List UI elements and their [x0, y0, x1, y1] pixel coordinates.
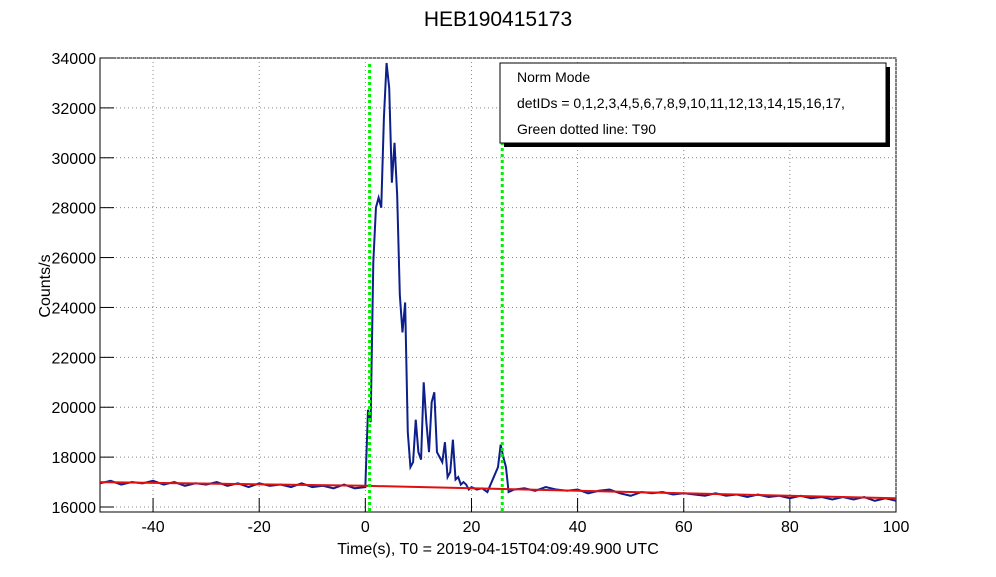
x-tick-label: -20: [248, 519, 271, 536]
y-axis-label: Counts/s: [37, 254, 54, 317]
y-tick-label: 16000: [52, 500, 97, 517]
x-tick-label: 20: [463, 519, 481, 536]
background-fit: [99, 481, 897, 500]
legend-text: Norm Mode: [517, 69, 590, 85]
legend-box: [499, 62, 887, 144]
y-tick-label: 20000: [52, 400, 97, 417]
legend: Norm Mode detIDs = 0,1,2,3,4,5,6,7,8,9,10…: [499, 62, 890, 147]
y-tick-label: 28000: [52, 201, 97, 218]
x-axis-label: Time(s), T0 = 2019-04-15T04:09:49.900 UT…: [337, 541, 659, 558]
x-tick-label: 100: [883, 519, 910, 536]
x-tick-label: 80: [781, 519, 799, 536]
legend-text: Green dotted line: T90: [517, 121, 656, 137]
y-tick-label: 24000: [52, 300, 97, 317]
y-tick-label: 34000: [52, 51, 97, 68]
x-tick-label: 60: [675, 519, 693, 536]
x-tick-label: 40: [569, 519, 587, 536]
y-tick-label: 22000: [52, 350, 97, 367]
plot-frame: [99, 57, 897, 513]
x-tick-label: 0: [361, 519, 370, 536]
y-tick-label: 32000: [52, 101, 97, 118]
x-tick-label: -40: [142, 519, 165, 536]
y-tick-label: 26000: [52, 251, 97, 268]
y-tick-label: 18000: [52, 450, 97, 467]
y-tick-label: 30000: [52, 151, 97, 168]
chart-title: HEB190415173: [424, 8, 572, 31]
legend-text: detIDs = 0,1,2,3,4,5,6,7,8,9,10,11,12,13…: [517, 95, 845, 111]
